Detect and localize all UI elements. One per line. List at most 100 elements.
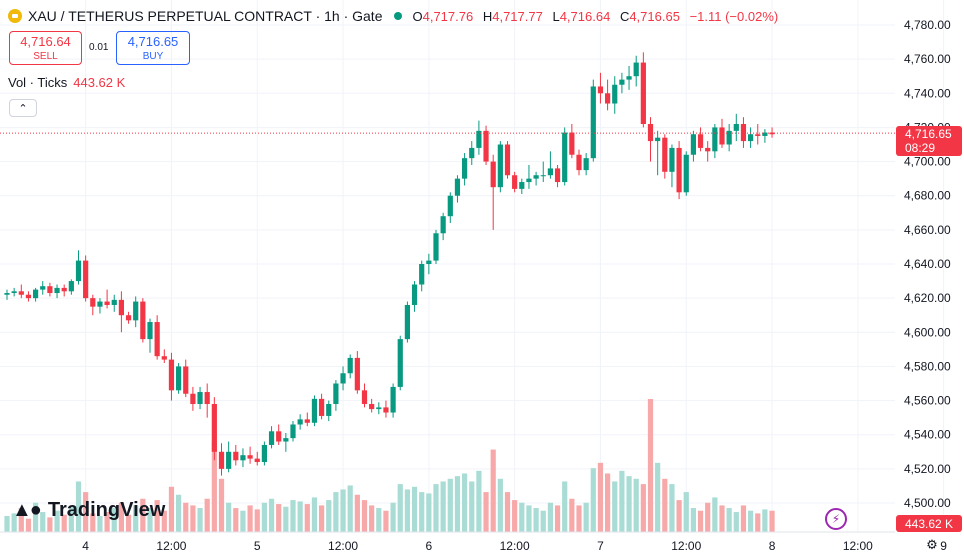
candle-body bbox=[540, 175, 546, 177]
candle bbox=[254, 451, 260, 466]
candle bbox=[125, 311, 132, 324]
candle bbox=[161, 349, 167, 364]
candle-body bbox=[283, 438, 289, 442]
volume-bar bbox=[769, 510, 775, 532]
candle bbox=[304, 412, 310, 427]
volume-legend[interactable]: Vol · Ticks 443.62 K bbox=[8, 75, 125, 90]
candle bbox=[311, 395, 318, 427]
volume-bar bbox=[68, 506, 74, 532]
volume-bar bbox=[576, 505, 582, 532]
candle-body bbox=[404, 304, 410, 340]
volume-bar bbox=[218, 478, 225, 532]
volume-bar bbox=[254, 509, 260, 532]
time-tick-label: 12:00 bbox=[671, 539, 701, 553]
volume-bar bbox=[647, 399, 654, 532]
candle-body bbox=[247, 455, 253, 459]
candle bbox=[40, 281, 46, 295]
price-axis[interactable]: 4,500.00 4,520.00 4,540.00 4,560.00 4,580.00… bbox=[904, 18, 951, 510]
volume-bar bbox=[47, 517, 53, 532]
volume-bar bbox=[125, 514, 132, 532]
candle bbox=[583, 153, 589, 176]
candle bbox=[340, 366, 346, 391]
volume-bar bbox=[304, 504, 310, 532]
volume-bar bbox=[4, 516, 10, 532]
candle-body bbox=[640, 62, 646, 125]
volume-bar bbox=[25, 518, 32, 532]
tradingview-logo[interactable]: ▲● TradingView bbox=[12, 499, 165, 522]
volume-bar bbox=[476, 470, 482, 532]
last-price-value: 4,716.65 bbox=[905, 127, 952, 141]
candle-body bbox=[290, 424, 296, 439]
volume-bar bbox=[54, 510, 60, 532]
candle bbox=[383, 400, 389, 418]
candle bbox=[562, 127, 568, 186]
candle bbox=[183, 359, 189, 398]
candle-body bbox=[476, 130, 482, 148]
price-tick-label: 4,580.00 bbox=[904, 359, 951, 373]
open-key: O bbox=[412, 8, 423, 24]
candle bbox=[669, 144, 675, 188]
grid-lines bbox=[0, 0, 945, 532]
buy-button[interactable]: 4,716.65 BUY bbox=[116, 31, 190, 65]
volume-bar bbox=[390, 502, 396, 532]
candle bbox=[411, 281, 418, 312]
candle bbox=[576, 149, 582, 176]
candle-body bbox=[397, 339, 403, 387]
time-tick-label: 6 bbox=[426, 539, 433, 553]
candle bbox=[83, 255, 89, 302]
candle-body bbox=[319, 398, 325, 416]
candle-body bbox=[268, 431, 275, 445]
candle bbox=[733, 113, 739, 142]
volume-bar bbox=[333, 492, 339, 532]
volume-bar bbox=[240, 510, 246, 532]
sell-button[interactable]: 4,716.64 SELL bbox=[9, 31, 82, 65]
volume-bar bbox=[404, 489, 410, 532]
gear-icon[interactable]: ⚙ bbox=[926, 537, 938, 552]
candle-body bbox=[619, 79, 625, 85]
candle bbox=[297, 414, 303, 430]
candle-body bbox=[61, 287, 67, 292]
candle-body bbox=[590, 86, 596, 159]
lightning-icon[interactable]: ⚡ bbox=[825, 508, 847, 530]
candle bbox=[226, 441, 232, 473]
candle-body bbox=[25, 294, 32, 299]
candle-body bbox=[68, 281, 74, 292]
candle-body bbox=[276, 431, 282, 442]
candle-body bbox=[204, 392, 210, 404]
candle bbox=[118, 291, 124, 333]
candle bbox=[647, 117, 654, 162]
candle bbox=[404, 301, 410, 343]
volume-bar bbox=[75, 481, 82, 532]
candle-body bbox=[4, 293, 10, 295]
collapse-legend-button[interactable]: ⌃ bbox=[9, 99, 37, 117]
candle-body bbox=[483, 130, 489, 162]
volume-bar bbox=[290, 500, 296, 532]
candle bbox=[369, 398, 375, 413]
candle-body bbox=[118, 299, 124, 316]
candle-body bbox=[54, 287, 60, 294]
candle-body bbox=[426, 260, 432, 264]
volume-bar bbox=[705, 502, 711, 532]
volume-bar bbox=[276, 504, 282, 532]
candle bbox=[90, 294, 96, 316]
candle-body bbox=[211, 403, 217, 452]
volume-bar bbox=[762, 509, 768, 532]
candle bbox=[462, 153, 468, 186]
volume-bar bbox=[433, 484, 439, 532]
candle bbox=[283, 433, 289, 452]
candle bbox=[347, 354, 353, 379]
volume-bar bbox=[354, 494, 360, 532]
volume-bar bbox=[633, 478, 639, 532]
candle-body bbox=[605, 93, 611, 104]
low-key: L bbox=[552, 8, 560, 24]
candle-body bbox=[769, 132, 775, 135]
candle bbox=[104, 289, 110, 309]
candle-body bbox=[433, 233, 439, 261]
volume-bars bbox=[4, 399, 775, 532]
candle-body bbox=[226, 451, 232, 469]
candle bbox=[512, 171, 518, 193]
symbol-title[interactable]: XAU / TETHERUS PERPETUAL CONTRACT · 1h ·… bbox=[28, 8, 383, 24]
gold-coin-icon bbox=[8, 9, 22, 23]
